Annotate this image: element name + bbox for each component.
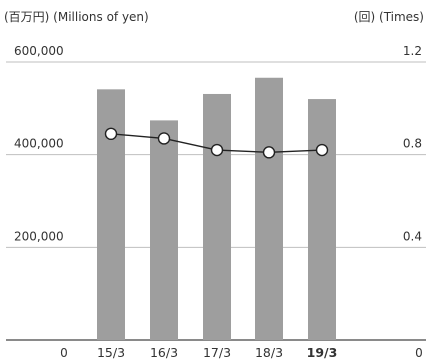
line-marker	[157, 132, 171, 145]
left-tick-label: 600,000	[14, 44, 64, 58]
line-marker	[210, 143, 224, 157]
bar	[97, 89, 125, 340]
right-axis-unit-label: (回) (Times)	[353, 10, 424, 24]
bar	[203, 93, 231, 340]
axis-labels: 200,000 0.4 400,000 0.8 600,000 1.2 0 0 15/3 16/3…	[14, 44, 423, 360]
category-label: 17/3	[203, 345, 231, 360]
line-marker	[104, 127, 118, 141]
left-tick-label-zero: 0	[60, 346, 68, 360]
line-series	[104, 127, 329, 159]
left-tick-label: 400,000	[14, 137, 64, 151]
category-label: 15/3	[97, 345, 125, 360]
right-tick-label: 0.8	[403, 137, 422, 151]
left-axis-unit-label: (百万円) (Millions of yen)	[4, 10, 149, 24]
line-marker	[315, 143, 329, 157]
category-label: 19/3	[307, 345, 338, 360]
left-tick-label: 200,000	[14, 229, 64, 243]
bar	[308, 99, 336, 340]
category-label: 16/3	[150, 345, 178, 360]
bar-series	[97, 77, 336, 341]
bar	[150, 120, 178, 340]
right-tick-label: 1.2	[403, 44, 422, 58]
right-tick-label: 0.4	[403, 229, 422, 243]
line-marker	[262, 146, 276, 159]
category-label: 18/3	[255, 345, 283, 360]
bar	[255, 77, 283, 341]
right-tick-label-zero: 0	[415, 346, 423, 360]
